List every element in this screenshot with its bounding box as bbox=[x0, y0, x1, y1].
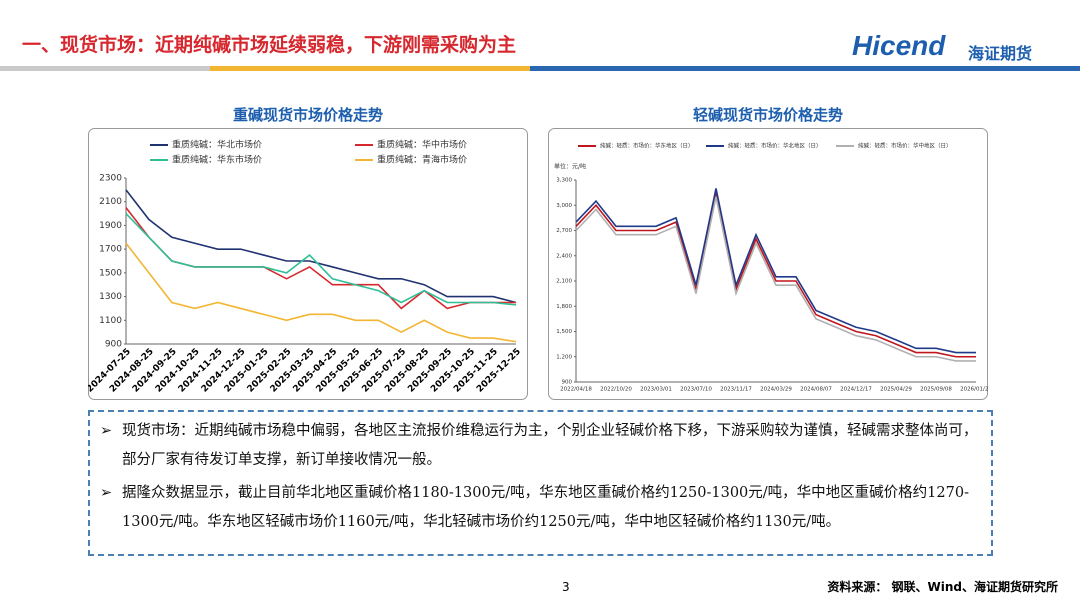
y-tick-label: 3,300 bbox=[556, 178, 572, 184]
legend-label: 重质纯碱：华东市场价 bbox=[172, 154, 262, 166]
x-tick-label: 2023/11/17 bbox=[720, 387, 752, 393]
y-tick-label: 2,400 bbox=[556, 253, 572, 259]
unit-label: 单位：元/吨 bbox=[554, 163, 586, 171]
bullet: ➢ 据隆众数据显示，截止目前华北地区重碱价格1180-1300元/吨，华东地区重碱… bbox=[100, 479, 981, 537]
chart-title: 重碱现货市场价格走势 bbox=[232, 106, 383, 124]
legend-label: 重质纯碱：华北市场价 bbox=[172, 139, 262, 151]
logo-cn: 海证期货 bbox=[968, 44, 1033, 63]
legend-label: 重质纯碱：华中市场价 bbox=[377, 139, 467, 151]
x-tick-label: 2024/08/07 bbox=[800, 387, 832, 393]
source: 资料来源： 钢联、Wind、海证期货研究所 bbox=[827, 580, 1058, 594]
x-tick-label: 2025/04/29 bbox=[880, 387, 912, 393]
x-tick-label: 2024/12/17 bbox=[840, 387, 872, 393]
y-tick-label: 1700 bbox=[99, 245, 122, 255]
x-tick-label: 2022/10/20 bbox=[600, 387, 632, 393]
y-tick-label: 900 bbox=[105, 340, 122, 350]
y-tick-label: 1500 bbox=[99, 268, 122, 278]
header-bar bbox=[0, 66, 1080, 71]
chart: 90011001300150017001900210023002024-07-2… bbox=[88, 128, 528, 400]
chart: 900 1,200 1,500 1,800 2,100 2,400 2,700 3,000 3,… bbox=[548, 128, 988, 400]
x-tick-label: 2022/04/18 bbox=[560, 387, 592, 393]
legend-label: 纯碱：轻质：市场价：华东地区（日） bbox=[600, 142, 694, 150]
y-tick-label: 2100 bbox=[99, 197, 122, 207]
bullet-text: 现货市场：近期纯碱市场稳中偏弱，各地区主流报价维稳运行为主，个别企业轻碱价格下移… bbox=[122, 423, 978, 468]
y-tick-label: 2,700 bbox=[556, 228, 572, 234]
line-series bbox=[125, 242, 517, 343]
chart-title: 轻碱现货市场价格走势 bbox=[692, 106, 843, 124]
line-series bbox=[575, 188, 976, 354]
line-series bbox=[125, 213, 517, 306]
y-tick-label: 1100 bbox=[99, 316, 122, 326]
x-tick-label: 2023/07/10 bbox=[680, 387, 712, 393]
legend-label: 纯碱：轻质：市场价：华北地区（日） bbox=[728, 142, 822, 150]
line-series bbox=[125, 189, 517, 304]
x-tick-label: 2024/03/29 bbox=[760, 387, 792, 393]
y-tick-label: 2300 bbox=[99, 174, 122, 184]
bullet: ➢ 现货市场：近期纯碱市场稳中偏弱，各地区主流报价维稳运行为主，个别企业轻碱价格下… bbox=[100, 417, 981, 475]
legend-label: 重质纯碱：青海市场价 bbox=[377, 154, 467, 166]
y-tick-label: 1,500 bbox=[556, 329, 572, 335]
y-tick-label: 1900 bbox=[99, 221, 122, 231]
line-series bbox=[575, 196, 976, 362]
y-tick-label: 2,100 bbox=[556, 279, 572, 285]
text-box: ➢ 现货市场：近期纯碱市场稳中偏弱，各地区主流报价维稳运行为主，个别企业轻碱价格下… bbox=[88, 410, 993, 556]
bullet-text: 据隆众数据显示，截止目前华北地区重碱价格1180-1300元/吨，华东地区重碱价… bbox=[122, 485, 969, 530]
y-tick-label: 1300 bbox=[99, 292, 122, 302]
y-tick-label: 900 bbox=[562, 380, 573, 386]
y-tick-label: 1,800 bbox=[556, 304, 572, 310]
logo: Hicend bbox=[852, 30, 946, 61]
line-series bbox=[575, 192, 976, 358]
page-number: 3 bbox=[562, 580, 570, 594]
y-tick-label: 3,000 bbox=[556, 203, 572, 209]
slide-title: 一、现货市场：近期纯碱市场延续弱稳，下游刚需采购为主 bbox=[22, 34, 517, 56]
legend-label: 纯碱：轻质：市场价：华中地区（日） bbox=[858, 142, 952, 150]
x-tick-label: 2025/09/08 bbox=[920, 387, 952, 393]
x-tick-label: 2026/01/22 bbox=[960, 387, 988, 393]
y-tick-label: 1,200 bbox=[556, 354, 572, 360]
x-tick-label: 2023/03/01 bbox=[640, 387, 672, 393]
